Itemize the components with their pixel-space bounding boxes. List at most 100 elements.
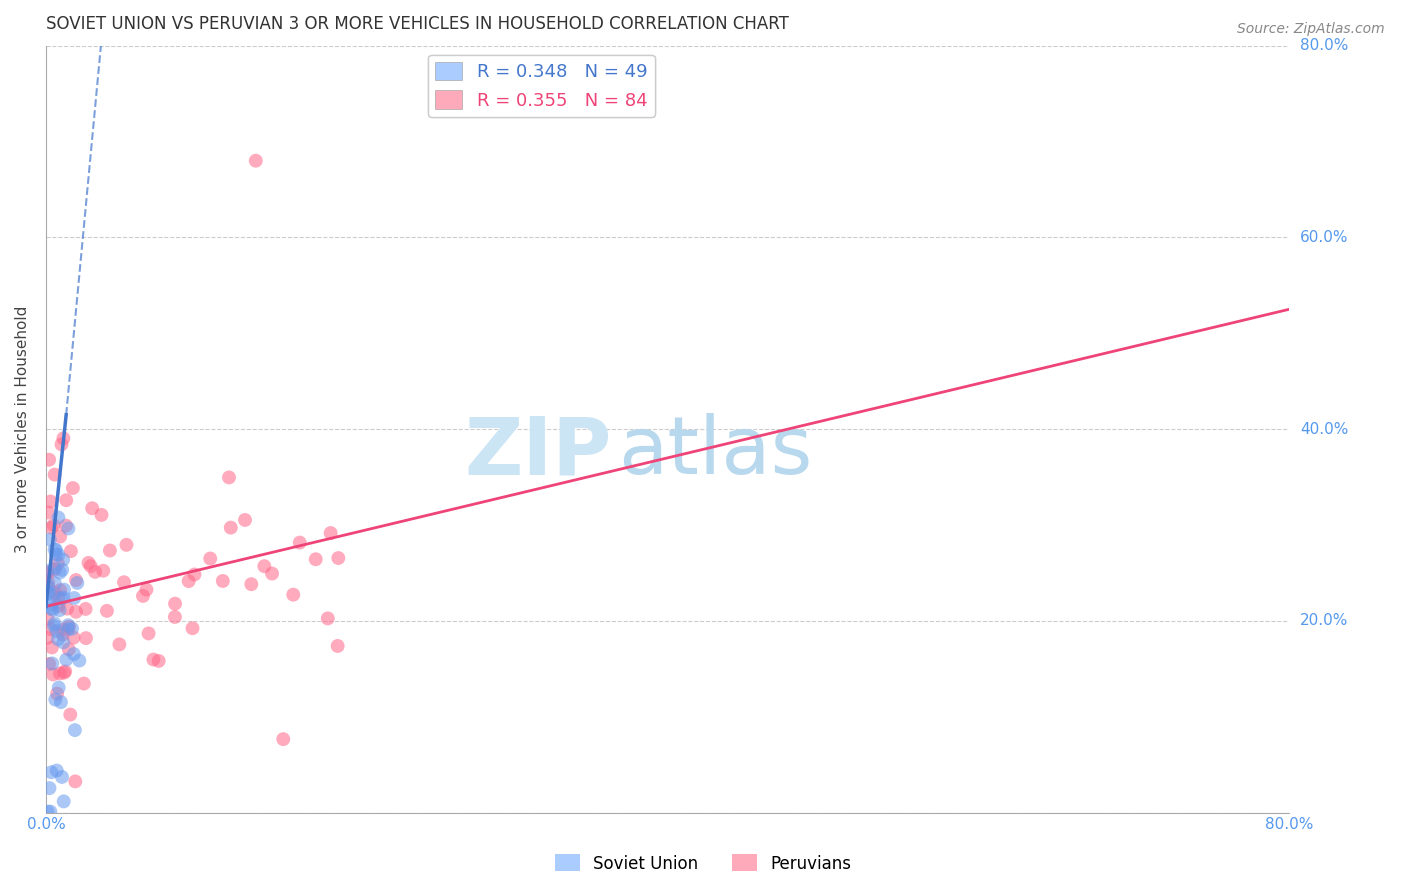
- Y-axis label: 3 or more Vehicles in Household: 3 or more Vehicles in Household: [15, 305, 30, 553]
- Peruvians: [37, 566, 59, 581]
- Text: 60.0%: 60.0%: [1301, 230, 1348, 245]
- Peruvians: [37, 566, 59, 580]
- Peruvians: [77, 556, 100, 570]
- Peruvians: [46, 687, 69, 701]
- Peruvians: [73, 676, 96, 690]
- Soviet Union: [37, 805, 59, 819]
- Peruvians: [283, 588, 305, 602]
- Soviet Union: [44, 576, 66, 591]
- Soviet Union: [42, 603, 65, 617]
- Soviet Union: [53, 582, 76, 597]
- Peruvians: [90, 508, 112, 522]
- Peruvians: [138, 626, 160, 640]
- Peruvians: [52, 623, 75, 637]
- Soviet Union: [44, 616, 66, 631]
- Peruvians: [305, 552, 328, 566]
- Soviet Union: [49, 566, 72, 580]
- Soviet Union: [39, 805, 62, 819]
- Peruvians: [65, 774, 87, 789]
- Peruvians: [288, 535, 311, 549]
- Peruvians: [38, 452, 60, 467]
- Peruvians: [48, 599, 70, 613]
- Soviet Union: [41, 601, 63, 615]
- Peruvians: [37, 631, 59, 645]
- Peruvians: [55, 518, 77, 533]
- Peruvians: [75, 602, 97, 616]
- Peruvians: [132, 589, 155, 603]
- Soviet Union: [41, 657, 63, 671]
- Peruvians: [51, 437, 73, 451]
- Peruvians: [38, 657, 60, 671]
- Peruvians: [163, 610, 186, 624]
- Peruvians: [142, 652, 165, 666]
- Text: SOVIET UNION VS PERUVIAN 3 OR MORE VEHICLES IN HOUSEHOLD CORRELATION CHART: SOVIET UNION VS PERUVIAN 3 OR MORE VEHIC…: [46, 15, 789, 33]
- Peruvians: [37, 580, 59, 594]
- Soviet Union: [63, 723, 86, 738]
- Peruvians: [218, 470, 240, 484]
- Peruvians: [115, 538, 138, 552]
- Peruvians: [84, 565, 107, 579]
- Peruvians: [316, 611, 339, 625]
- Soviet Union: [46, 632, 69, 647]
- Peruvians: [59, 544, 82, 558]
- Peruvians: [56, 601, 79, 615]
- Peruvians: [112, 575, 135, 590]
- Soviet Union: [37, 564, 59, 578]
- Peruvians: [233, 513, 256, 527]
- Peruvians: [46, 591, 69, 605]
- Legend: Soviet Union, Peruvians: Soviet Union, Peruvians: [548, 847, 858, 880]
- Peruvians: [44, 586, 66, 600]
- Soviet Union: [38, 781, 60, 796]
- Soviet Union: [49, 591, 72, 606]
- Soviet Union: [41, 588, 63, 602]
- Text: 80.0%: 80.0%: [1301, 38, 1348, 54]
- Peruvians: [49, 529, 72, 543]
- Soviet Union: [52, 635, 75, 649]
- Soviet Union: [52, 552, 75, 566]
- Peruvians: [108, 637, 131, 651]
- Soviet Union: [45, 548, 67, 562]
- Soviet Union: [51, 770, 73, 784]
- Peruvians: [58, 642, 80, 657]
- Peruvians: [55, 493, 77, 508]
- Soviet Union: [42, 619, 65, 633]
- Soviet Union: [60, 622, 83, 636]
- Peruvians: [49, 583, 72, 598]
- Peruvians: [46, 557, 69, 571]
- Soviet Union: [48, 681, 70, 695]
- Peruvians: [219, 521, 242, 535]
- Peruvians: [262, 566, 284, 581]
- Peruvians: [58, 620, 80, 634]
- Peruvians: [253, 559, 276, 574]
- Peruvians: [326, 639, 349, 653]
- Soviet Union: [37, 586, 59, 600]
- Soviet Union: [48, 548, 70, 562]
- Peruvians: [41, 640, 63, 655]
- Soviet Union: [67, 654, 90, 668]
- Soviet Union: [48, 603, 70, 617]
- Soviet Union: [62, 647, 84, 661]
- Peruvians: [91, 564, 114, 578]
- Soviet Union: [38, 585, 60, 599]
- Peruvians: [148, 654, 170, 668]
- Peruvians: [183, 567, 205, 582]
- Peruvians: [39, 622, 62, 636]
- Peruvians: [98, 543, 121, 558]
- Soviet Union: [44, 542, 66, 557]
- Peruvians: [59, 707, 82, 722]
- Peruvians: [240, 577, 263, 591]
- Soviet Union: [45, 764, 67, 778]
- Peruvians: [42, 518, 65, 533]
- Soviet Union: [38, 533, 60, 547]
- Peruvians: [165, 597, 187, 611]
- Soviet Union: [45, 624, 67, 639]
- Peruvians: [44, 467, 66, 482]
- Soviet Union: [49, 695, 72, 709]
- Peruvians: [49, 666, 72, 681]
- Peruvians: [328, 551, 350, 566]
- Peruvians: [245, 153, 267, 168]
- Soviet Union: [48, 510, 70, 524]
- Soviet Union: [66, 576, 89, 591]
- Text: ZIP: ZIP: [464, 413, 612, 491]
- Peruvians: [181, 621, 204, 635]
